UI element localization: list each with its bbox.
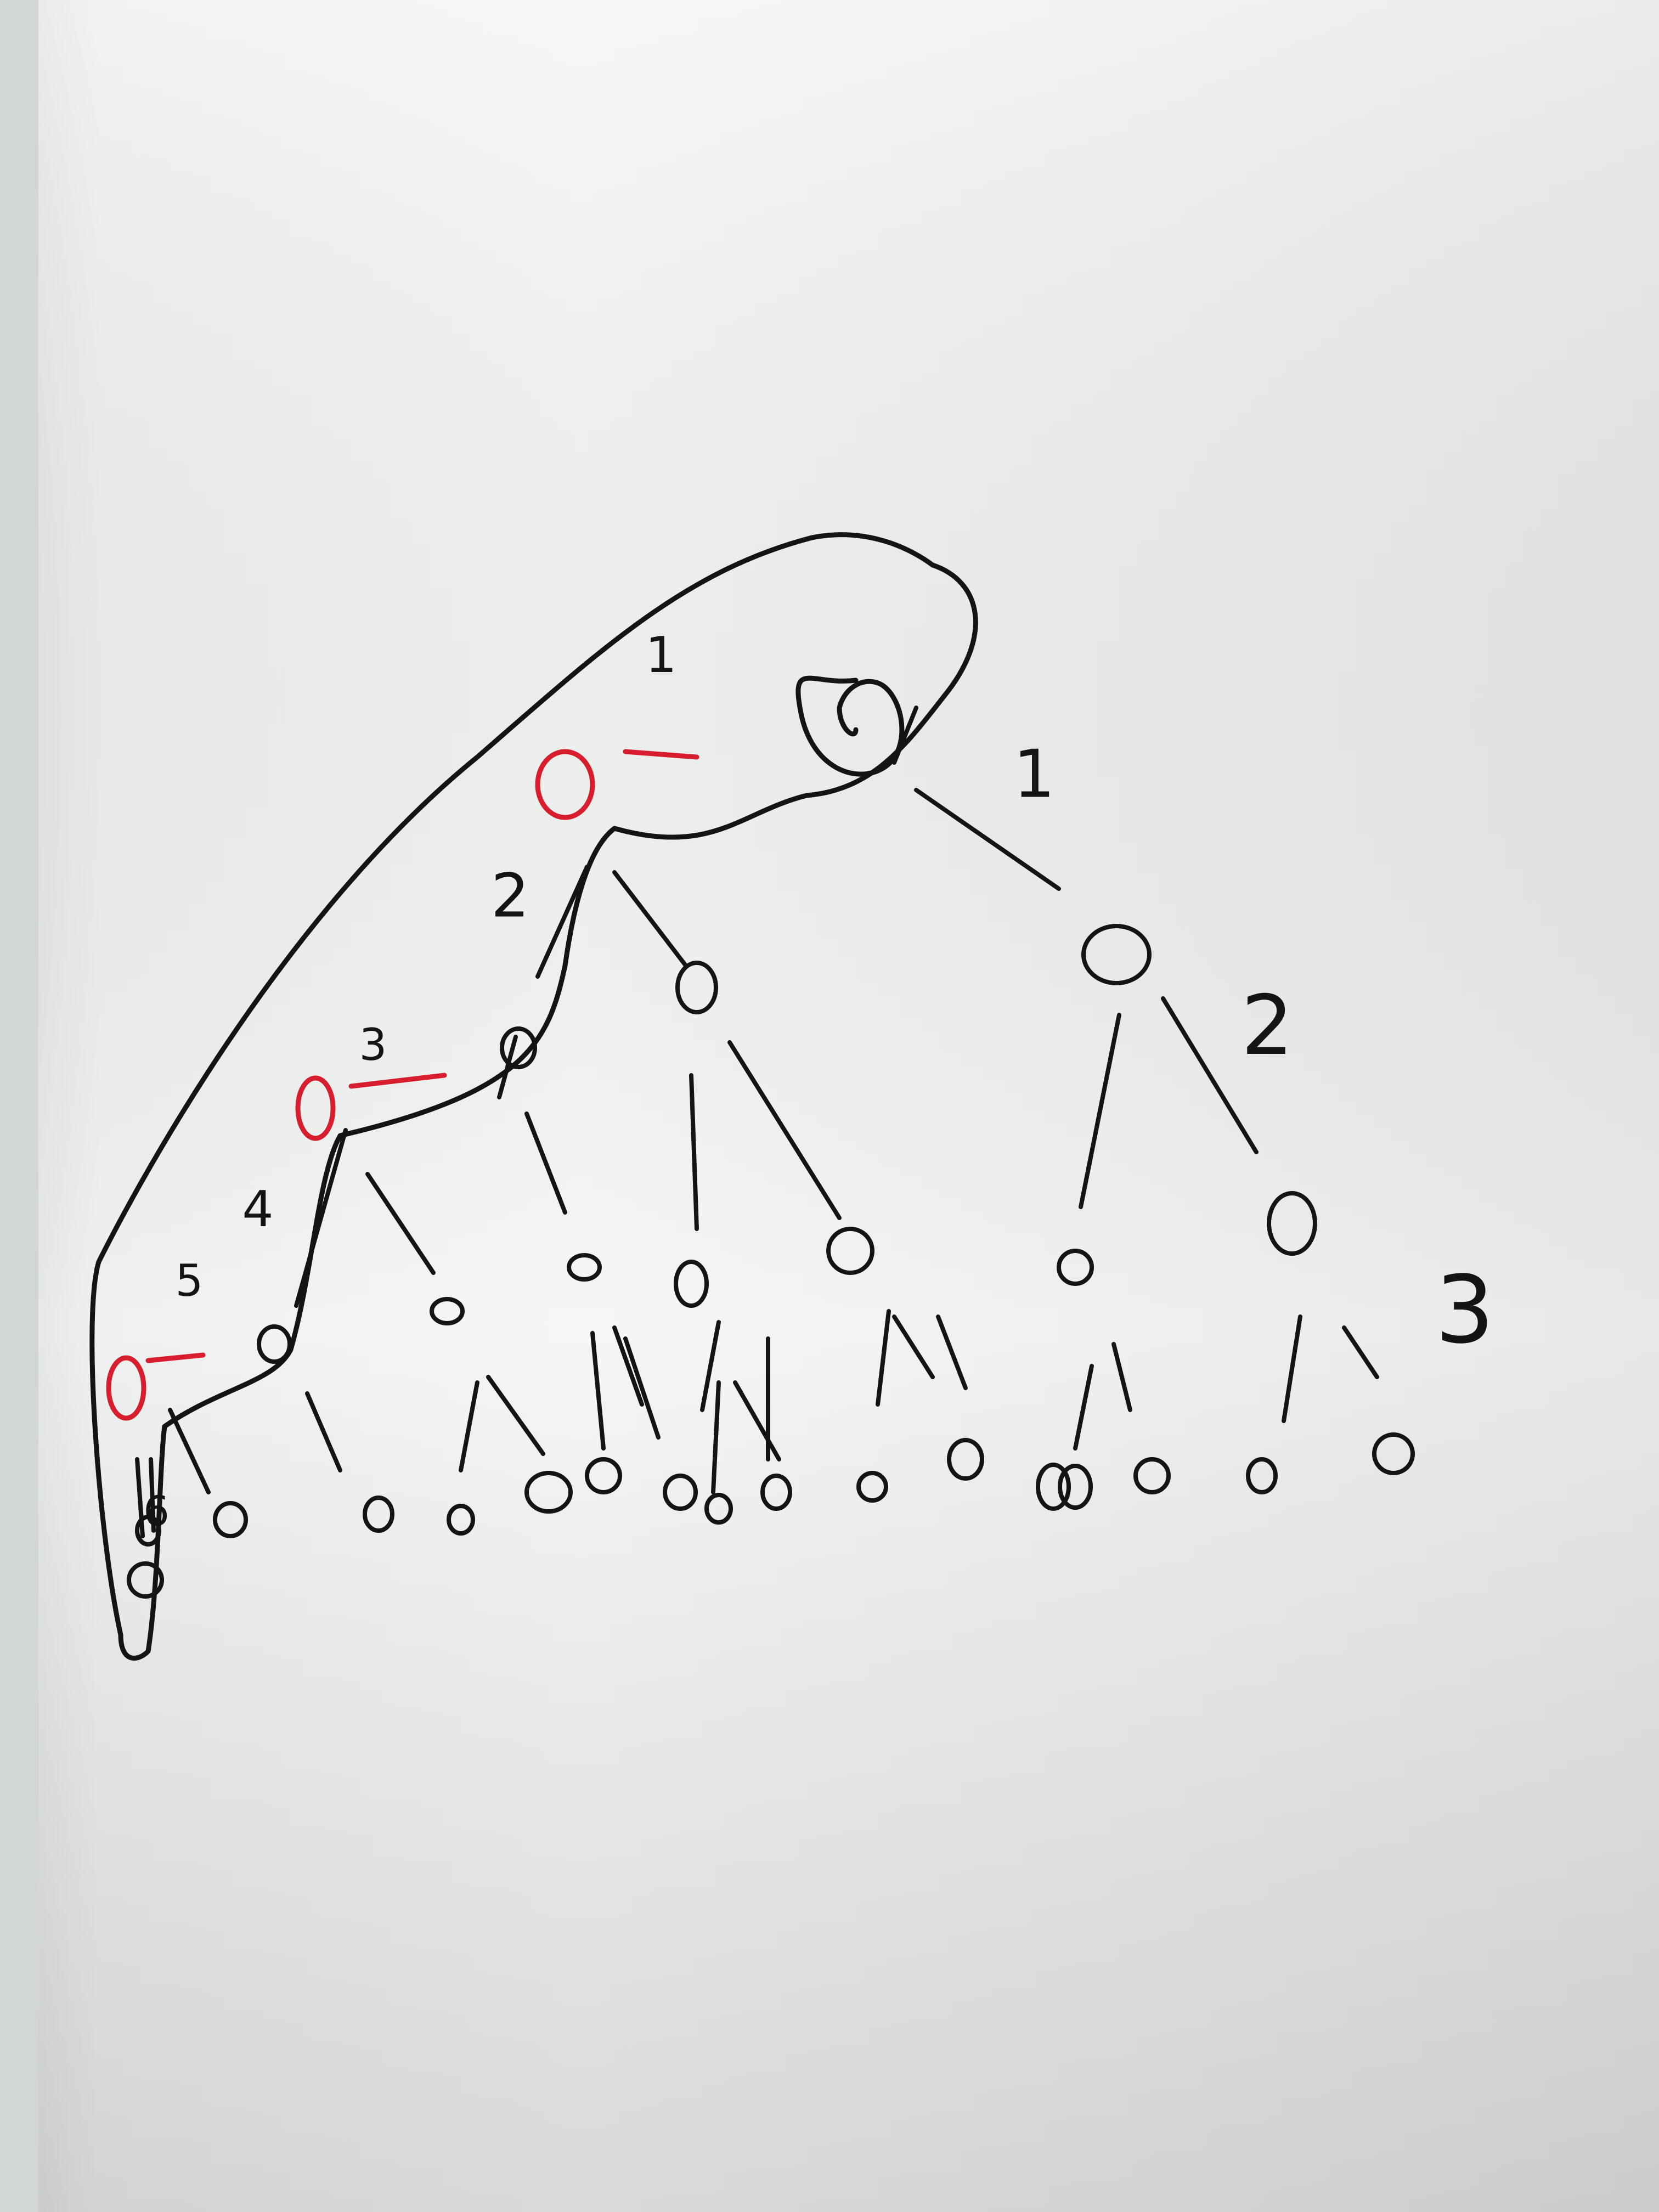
tree-node [524,1471,573,1514]
tree-edge [1342,1325,1379,1379]
tree-edge [1073,1364,1094,1451]
tree-edge [497,1035,518,1099]
tree-edge [294,1128,348,1308]
tree-edge [168,1408,211,1494]
tree-node [1246,1457,1278,1494]
edge-label-level2-right: 2 [1241,978,1293,1074]
tree-edges [135,706,1379,1538]
tree-node [213,1501,248,1538]
tree-node [447,1504,475,1536]
tree-node [1267,1191,1317,1256]
tree-edge [733,1380,781,1462]
red-dash-mark [145,1352,206,1363]
tree-edge [1161,996,1259,1154]
tree-edge [365,1172,436,1275]
tree-node [826,1227,874,1275]
edge-label-level6-left: 6 [143,1487,170,1536]
tree-node [1133,1457,1171,1494]
tree-node [675,961,718,1014]
tree-node [760,1474,792,1511]
tree-edge [892,706,918,765]
red-sibling-node [295,1075,336,1141]
edge-label-level3-left: 3 [359,1019,387,1070]
tree-node [1036,1463,1071,1511]
tree-edge [711,1380,721,1494]
edge-label-level3-right: 3 [1435,1256,1494,1364]
tree-edge [892,1314,935,1379]
tree-node [704,1493,733,1525]
tree-edge [135,1457,145,1538]
tree-node [363,1496,394,1533]
tree-node [585,1457,622,1494]
tree-node [500,1026,537,1069]
edge-label-level5-left: 5 [176,1255,204,1306]
tree-edge [486,1375,545,1456]
tree-edge [612,870,688,968]
tree-edge [623,1336,661,1440]
red-sibling-node [106,1355,146,1421]
red-sibling-marks [106,749,699,1421]
tree-edge [590,1331,606,1451]
tree-edge [459,1380,479,1472]
tree-edge [524,1111,567,1215]
tree-edge [305,1391,342,1472]
tree-nodes [127,924,1415,1599]
tree-edge [535,865,589,979]
tree-edge [689,1073,699,1231]
red-dash-mark [348,1073,447,1089]
edge-label-root-right: 1 [1013,737,1055,813]
tree-node [1057,1249,1094,1286]
tree-edge [727,1040,842,1220]
tree-node [127,1561,164,1599]
tree-node [1372,1432,1415,1475]
tree-node [567,1253,602,1282]
tree-edge [1282,1314,1302,1423]
tree-node [663,1474,698,1511]
tree-node [430,1297,465,1325]
edge-label-level4-left: 4 [242,1181,273,1238]
edge-label-level2-left: 2 [491,860,529,930]
tree-node [856,1471,888,1503]
tree-node [257,1324,292,1364]
tree-node [1081,924,1152,985]
tree-edge [1079,1013,1121,1209]
tree-node [674,1260,709,1308]
tree-edge [1111,1342,1132,1412]
tree-edge [700,1320,721,1412]
edge-label-root-left: 1 [645,627,676,684]
tree-edge [936,1314,968,1390]
tree-node [1058,1464,1093,1510]
tree-node [135,1515,161,1547]
red-dash-mark [623,749,699,760]
tree-edge [612,1325,644,1407]
tree-edge [876,1309,891,1407]
tree-node [947,1438,984,1481]
tree-edge [914,788,1061,891]
red-sibling-node [535,749,595,820]
paper-edge [0,0,38,2212]
